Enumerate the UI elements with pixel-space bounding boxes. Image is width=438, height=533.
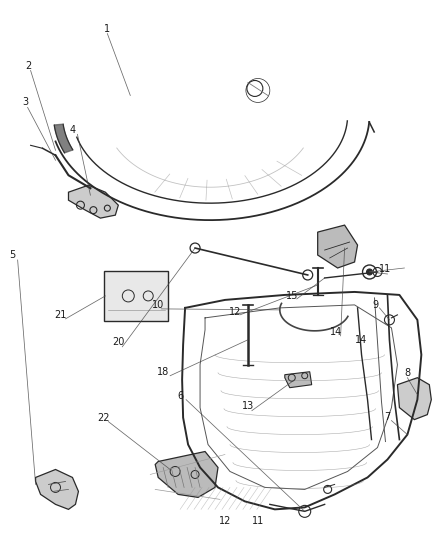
Text: 4: 4	[69, 125, 75, 135]
Text: 12: 12	[219, 516, 231, 526]
FancyBboxPatch shape	[104, 271, 168, 321]
Polygon shape	[68, 185, 118, 218]
Text: 22: 22	[97, 413, 110, 423]
Polygon shape	[54, 124, 73, 153]
Text: 21: 21	[54, 310, 67, 320]
Text: 15: 15	[286, 291, 298, 301]
Text: 14: 14	[329, 327, 342, 337]
Polygon shape	[155, 451, 218, 497]
Text: 11: 11	[379, 264, 392, 274]
Text: 8: 8	[404, 368, 410, 378]
Text: 2: 2	[25, 61, 32, 70]
Text: 6: 6	[177, 391, 183, 401]
Text: 1: 1	[104, 23, 110, 34]
Text: 12: 12	[229, 307, 241, 317]
Text: 9: 9	[372, 300, 378, 310]
Text: 13: 13	[242, 401, 254, 410]
Text: 10: 10	[152, 300, 164, 310]
Circle shape	[367, 269, 372, 275]
Polygon shape	[318, 225, 357, 268]
Text: 5: 5	[10, 250, 16, 260]
Text: 18: 18	[157, 367, 170, 377]
Text: 11: 11	[252, 516, 264, 526]
Text: 3: 3	[22, 98, 28, 108]
Polygon shape	[397, 378, 431, 419]
Text: 20: 20	[112, 337, 124, 347]
Polygon shape	[35, 470, 78, 510]
Polygon shape	[285, 372, 312, 387]
Text: 14: 14	[355, 335, 367, 345]
Text: 7: 7	[384, 411, 391, 422]
